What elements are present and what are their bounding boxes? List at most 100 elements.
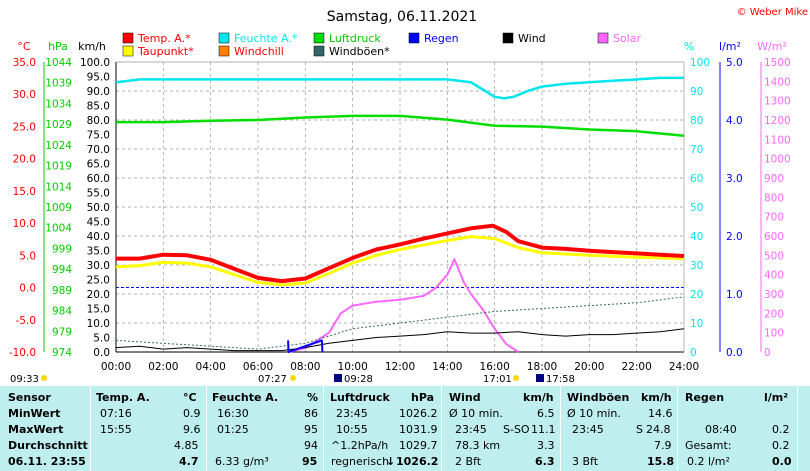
temp-value: 4.85 xyxy=(174,439,199,452)
legend-label-rain: Regen xyxy=(424,32,459,45)
temp-time: 15:55 xyxy=(100,423,132,436)
gust-value: 24.8 xyxy=(646,423,671,436)
table-row: 06.11. 23:55 4.7 6.33 g/m³ 95 regnerisch… xyxy=(0,454,810,469)
table-row: MinWert 07:16 0.9 16:30 86 23:45 1026.2 … xyxy=(0,406,810,421)
row-label: 06.11. 23:55 xyxy=(8,455,86,468)
tick-label-x: 08:00 xyxy=(290,361,320,373)
series-line-temp-a xyxy=(116,223,685,284)
gust-value: 14.6 xyxy=(648,407,673,420)
temp-value: 9.6 xyxy=(183,423,201,436)
tick-label-lm2: 0.0 xyxy=(726,347,743,359)
tick-label-kmh: 90.0 xyxy=(87,86,110,98)
row-label: Durchschnitt xyxy=(8,439,88,452)
tick-label-kmh: 45.0 xyxy=(87,217,110,229)
tick-label-wm2: 1200 xyxy=(764,115,791,127)
tick-label-hpa: 999 xyxy=(52,243,72,255)
humidity-value: 95 xyxy=(302,455,318,468)
tick-label-kmh: 55.0 xyxy=(87,188,110,200)
tick-label-lm2: 5.0 xyxy=(726,57,743,69)
wind-beaufort: 2 Bft xyxy=(455,455,482,468)
tick-label-temp: 15.0 xyxy=(13,186,36,198)
tick-label-x: 22:00 xyxy=(622,361,652,373)
tick-label-wm2: 200 xyxy=(764,308,784,320)
tick-label-kmh: 85.0 xyxy=(87,101,110,113)
series-line-windb-en xyxy=(115,296,685,350)
legend-swatch-dewpoint xyxy=(122,45,134,57)
tick-label-hpa: 1019 xyxy=(45,161,72,173)
rain-value: 0.2 xyxy=(772,423,790,436)
series-line-regen xyxy=(287,339,324,353)
rain-value: 0.0 xyxy=(772,455,792,468)
wind-value: 11.1 xyxy=(531,423,556,436)
tick-label-pct: 90 xyxy=(690,86,703,98)
wind-value: 3.3 xyxy=(537,439,555,452)
tick-label-wm2: 0 xyxy=(764,347,771,359)
series-line-wind xyxy=(115,328,685,352)
header-gusts-unit: km/h xyxy=(641,391,672,404)
tick-label-kmh: 25.0 xyxy=(87,275,110,287)
sunrise-icon xyxy=(290,375,296,381)
header-sensor: Sensor xyxy=(8,391,51,404)
tick-label-x: 02:00 xyxy=(148,361,178,373)
tick-label-kmh: 95.0 xyxy=(87,72,110,84)
legend-label-gusts: Windböen* xyxy=(329,45,390,58)
tick-label-wm2: 400 xyxy=(764,270,784,282)
tick-label-kmh: 5.0 xyxy=(93,333,110,345)
header-wind-unit: km/h xyxy=(523,391,554,404)
legend-swatch-pressure xyxy=(313,32,325,44)
rain-total-label: Gesamt: xyxy=(685,439,732,452)
tick-label-hpa: 989 xyxy=(52,285,72,297)
pressure-value: 1026.2 xyxy=(396,455,439,468)
unit-pct: % xyxy=(684,40,694,53)
tick-label-kmh: 30.0 xyxy=(87,260,110,272)
tick-label-temp: -5.0 xyxy=(16,315,37,327)
wind-distance: 78.3 km xyxy=(455,439,501,452)
tick-label-x: 00:00 xyxy=(101,361,131,373)
tick-label-pct: 40 xyxy=(690,231,703,243)
tick-label-kmh: 20.0 xyxy=(87,289,110,301)
tick-label-wm2: 1500 xyxy=(764,57,791,69)
tick-label-wm2: 100 xyxy=(764,328,784,340)
tick-label-temp: 0.0 xyxy=(19,283,36,295)
unit-hpa: hPa xyxy=(48,40,68,53)
header-temp-unit: °C xyxy=(183,391,197,404)
header-gusts: Windböen xyxy=(567,391,630,404)
tick-label-pct: 0 xyxy=(690,347,697,359)
tick-label-temp: 5.0 xyxy=(19,250,36,262)
tick-label-kmh: 40.0 xyxy=(87,231,110,243)
tick-label-pct: 100 xyxy=(690,57,710,69)
tick-label-hpa: 1009 xyxy=(45,202,72,214)
unit-lm2: l/m² xyxy=(719,40,741,53)
tick-label-wm2: 1300 xyxy=(764,96,791,108)
tick-label-wm2: 800 xyxy=(764,192,784,204)
wind-direction: S-SO xyxy=(503,423,530,436)
tick-label-pct: 10 xyxy=(690,318,703,330)
moonset-label: 17:58 xyxy=(546,374,575,385)
tick-label-hpa: 1029 xyxy=(45,119,72,131)
rain-time: 08:40 xyxy=(705,423,737,436)
sunset-icon xyxy=(513,375,519,381)
tick-label-wm2: 300 xyxy=(764,289,784,301)
tick-label-hpa: 1004 xyxy=(45,223,72,235)
tick-label-lm2: 3.0 xyxy=(726,173,743,185)
header-humidity: Feuchte A. xyxy=(212,391,279,404)
legend-label-wind: Wind xyxy=(518,32,546,45)
tick-label-pct: 80 xyxy=(690,115,703,127)
tick-label-kmh: 100.0 xyxy=(80,57,110,69)
tick-label-x: 16:00 xyxy=(480,361,510,373)
tick-label-x: 14:00 xyxy=(432,361,462,373)
pressure-time: 23:45 xyxy=(336,407,368,420)
wind-value: 6.5 xyxy=(537,407,555,420)
sun-icon xyxy=(41,375,47,381)
tick-label-pct: 50 xyxy=(690,202,703,214)
row-label: MinWert xyxy=(8,407,61,420)
stats-table: Sensor Temp. A. °C Feuchte A. % Luftdruc… xyxy=(0,386,810,471)
humidity-time: 01:25 xyxy=(217,423,249,436)
gust-value: 7.9 xyxy=(654,439,672,452)
legend-swatch-rain xyxy=(408,32,420,44)
temp-value: 0.9 xyxy=(183,407,201,420)
tick-label-kmh: 80.0 xyxy=(87,115,110,127)
weather-forecast: regnerisch xyxy=(331,455,390,468)
wind-time: 23:45 xyxy=(455,423,487,436)
table-row: Durchschnitt 4.85 94 ^1.2hPa/h 1029.7 78… xyxy=(0,438,810,453)
